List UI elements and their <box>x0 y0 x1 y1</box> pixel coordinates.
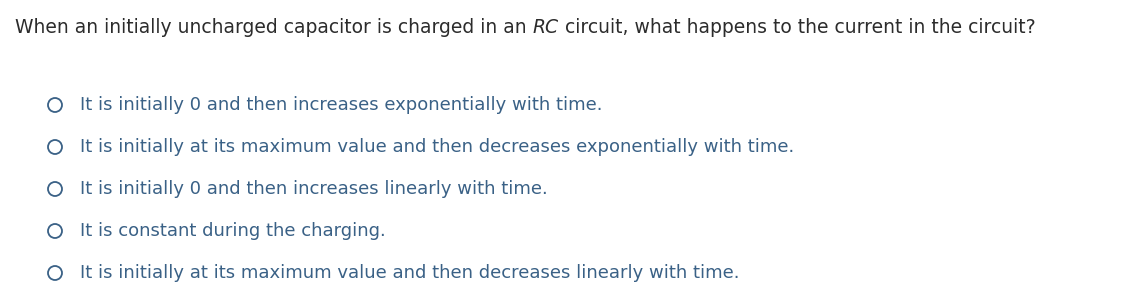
Text: It is initially at its maximum value and then decreases linearly with time.: It is initially at its maximum value and… <box>80 264 740 282</box>
Text: It is initially at its maximum value and then decreases exponentially with time.: It is initially at its maximum value and… <box>80 138 794 156</box>
Text: It is initially 0 and then increases linearly with time.: It is initially 0 and then increases lin… <box>80 180 547 198</box>
Text: It is initially 0 and then increases exponentially with time.: It is initially 0 and then increases exp… <box>80 96 602 114</box>
Text: When an initially uncharged capacitor is charged in an: When an initially uncharged capacitor is… <box>15 18 533 37</box>
Text: It is constant during the charging.: It is constant during the charging. <box>80 222 386 240</box>
Text: circuit, what happens to the current in the circuit?: circuit, what happens to the current in … <box>559 18 1036 37</box>
Text: RC: RC <box>533 18 559 37</box>
